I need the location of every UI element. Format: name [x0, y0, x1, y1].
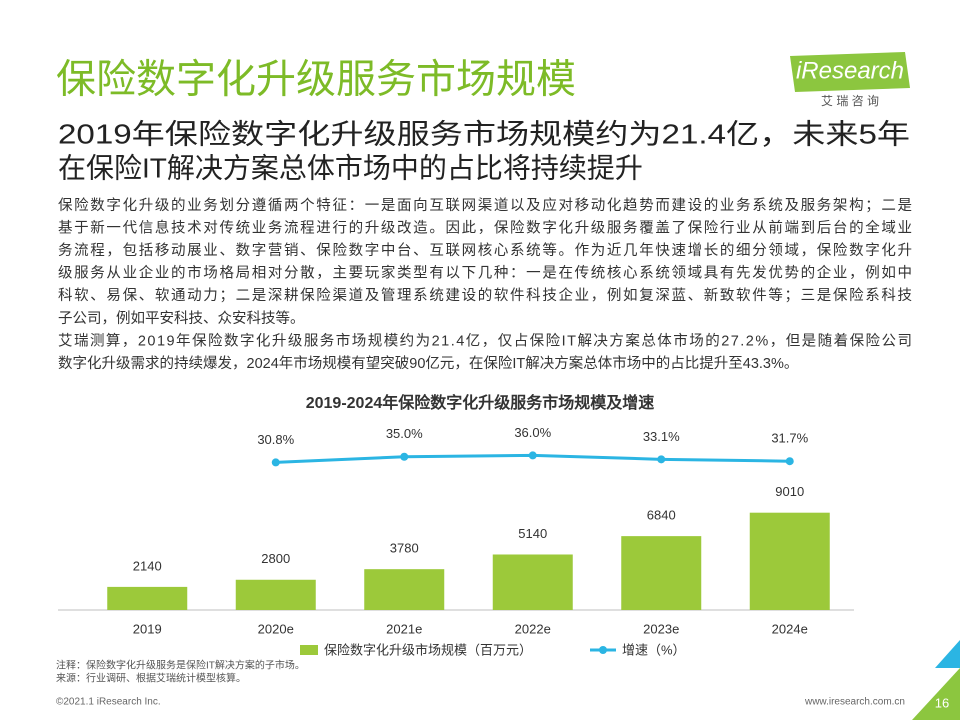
note: 来源：行业调研、根据艾瑞统计模型核算。: [56, 672, 246, 685]
legend-label: 保险数字化升级市场规模（百万元）: [324, 642, 532, 657]
url: www.iresearch.com.cn: [804, 697, 905, 708]
x-tick-label: 2020e: [258, 621, 294, 636]
bar: [364, 569, 445, 610]
legend-dot: [599, 646, 607, 654]
bar: [492, 554, 573, 610]
body-line: 级服务从业企业的市场格局相对分散，主要玩家类型有以下几种：一是在传统核心系统领域…: [58, 264, 912, 282]
bar-label: 3780: [390, 541, 419, 556]
growth-label: 36.0%: [514, 425, 551, 440]
growth-label: 35.0%: [386, 426, 423, 441]
chart-title: 2019-2024年保险数字化升级服务市场规模及增速: [306, 393, 655, 412]
x-tick-label: 2022e: [515, 621, 551, 636]
growth-label: 33.1%: [643, 429, 680, 444]
x-tick-label: 2021e: [386, 621, 422, 636]
body-line: 务流程，包括移动展业、数字营销、保险数字中台、互联网核心系统等。作为近几年快速增…: [58, 241, 912, 259]
body-line: 艾瑞测算，2019年保险数字化升级服务市场规模约为21.4亿，仅占保险IT解决方…: [58, 331, 912, 349]
logo-sub: 艾 瑞 咨 询: [821, 93, 879, 108]
legend-label: 增速（%）: [622, 642, 686, 657]
note: 注释：保险数字化升级服务是保险IT解决方案的子市场。: [56, 659, 305, 672]
body-line: 科软、易保、软通动力；二是深耕保险渠道及管理系统建设的软件科技企业，例如复深蓝、…: [58, 286, 912, 304]
x-tick-label: 2019: [133, 621, 162, 636]
subtitle: 2019年保险数字化升级服务市场规模约为21.4亿，未来5年: [58, 118, 910, 149]
bar: [621, 536, 702, 610]
logo-bg: [790, 52, 910, 92]
growth-label: 31.7%: [771, 431, 808, 446]
growth-label: 30.8%: [257, 432, 294, 447]
x-tick-label: 2023e: [643, 621, 679, 636]
growth-point: [528, 451, 537, 460]
copyright: ©2021.1 iResearch Inc.: [56, 697, 161, 708]
corner: [912, 668, 960, 720]
x-tick-label: 2024e: [772, 621, 808, 636]
growth-point: [271, 458, 280, 467]
body-line: 保险数字化升级的业务划分遵循两个特征：一是面向互联网渠道以及应对移动化趋势而建设…: [58, 196, 912, 214]
slide-title: 保险数字化升级服务市场规模: [56, 58, 576, 102]
body-line: 基于新一代信息技术对传统业务流程进行的升级改造。因此，保险数字化升级服务覆盖了保…: [58, 218, 912, 236]
corner-accent: [935, 640, 960, 668]
bar: [107, 586, 188, 610]
bar-label: 5140: [518, 526, 547, 541]
growth-point: [657, 455, 666, 464]
legend-swatch: [300, 645, 318, 655]
bar: [749, 512, 830, 610]
growth-point: [400, 452, 409, 461]
page-number: 16: [935, 695, 949, 710]
bar-label: 2140: [133, 558, 162, 573]
body-line: 数字化升级需求的持续爆发，2024年市场规模有望突破90亿元，在保险IT解决方案…: [58, 354, 798, 372]
bar: [235, 579, 316, 610]
growth-point: [785, 457, 794, 466]
body-line: 子公司，例如平安科技、众安科技等。: [58, 309, 305, 327]
subtitle: 在保险IT解决方案总体市场中的占比将持续提升: [58, 152, 643, 183]
bar-label: 6840: [647, 508, 676, 523]
bar-label: 2800: [261, 551, 290, 566]
bar-label: 9010: [775, 484, 804, 499]
logo-name: iResearch: [796, 57, 904, 84]
